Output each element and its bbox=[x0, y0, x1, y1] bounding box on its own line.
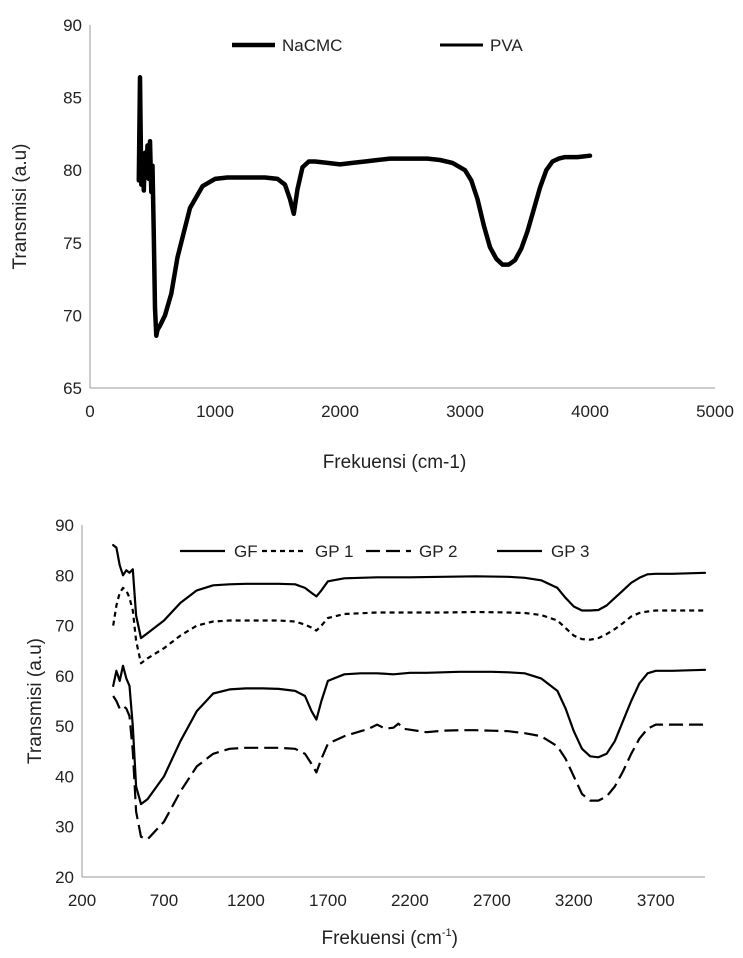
x-tick-label: 1700 bbox=[309, 891, 347, 910]
x-tick-label: 3200 bbox=[555, 891, 593, 910]
x-tick-label: 0 bbox=[85, 402, 94, 421]
x-tick-label: 700 bbox=[150, 891, 178, 910]
x-tick-label: 200 bbox=[68, 891, 96, 910]
x-tick-label: 1000 bbox=[196, 402, 234, 421]
series-line-gp-2 bbox=[112, 695, 705, 841]
y-axis-title: Transmisi (a.u) bbox=[10, 144, 31, 270]
y-tick-label: 90 bbox=[63, 16, 82, 35]
y-tick-label: 20 bbox=[55, 868, 74, 887]
legend-label: NaCMC bbox=[282, 36, 342, 55]
series-line-gp-1 bbox=[112, 586, 705, 665]
y-tick-label: 65 bbox=[63, 379, 82, 398]
x-tick-label: 5000 bbox=[696, 402, 734, 421]
y-axis-title: Transmisi (a.u) bbox=[25, 638, 46, 764]
legend-label: GF bbox=[234, 542, 258, 561]
x-tick-label: 4000 bbox=[571, 402, 609, 421]
x-tick-label: 3000 bbox=[446, 402, 484, 421]
y-tick-label: 70 bbox=[63, 306, 82, 325]
y-tick-label: 50 bbox=[55, 717, 74, 736]
x-tick-label: 2000 bbox=[321, 402, 359, 421]
chart-bottom-ftir: 20 30 40 50 60 70 80 90 200 700 1200 1700 2200 2700 32… bbox=[25, 516, 707, 949]
legend-label: GP 1 bbox=[315, 542, 353, 561]
y-tick-label: 60 bbox=[55, 667, 74, 686]
y-tick-label: 80 bbox=[63, 161, 82, 180]
legend-label: GP 3 bbox=[551, 542, 589, 561]
x-axis-title: Frekuensi (cm-1) bbox=[323, 452, 467, 473]
y-tick-label: 85 bbox=[63, 89, 82, 108]
y-tick-label: 40 bbox=[55, 767, 74, 786]
y-tick-label: 75 bbox=[63, 234, 82, 253]
chart-top-ftir: 65 70 75 80 85 90 0 1000 2000 3000 4000 5000 Frekuen… bbox=[10, 16, 734, 473]
legend-label: GP 2 bbox=[419, 542, 457, 561]
y-tick-label: 80 bbox=[55, 566, 74, 585]
x-axis-title-superscript: -1 bbox=[442, 927, 452, 939]
x-axis-title-suffix: ) bbox=[452, 928, 458, 949]
x-tick-label: 1200 bbox=[227, 891, 265, 910]
legend-label: PVA bbox=[490, 36, 523, 55]
series-line-nacmc bbox=[136, 75, 593, 338]
y-tick-label: 90 bbox=[55, 516, 74, 535]
x-axis-title: Frekuensi (cm-1) bbox=[322, 927, 458, 949]
series-line-pva bbox=[137, 75, 592, 338]
x-tick-label: 2700 bbox=[473, 891, 511, 910]
y-tick-label: 30 bbox=[55, 818, 74, 837]
x-tick-label: 2200 bbox=[391, 891, 429, 910]
series-line-gp-3 bbox=[112, 664, 707, 806]
y-tick-label: 70 bbox=[55, 617, 74, 636]
x-tick-label: 3700 bbox=[637, 891, 675, 910]
series-line-gf bbox=[112, 544, 707, 640]
